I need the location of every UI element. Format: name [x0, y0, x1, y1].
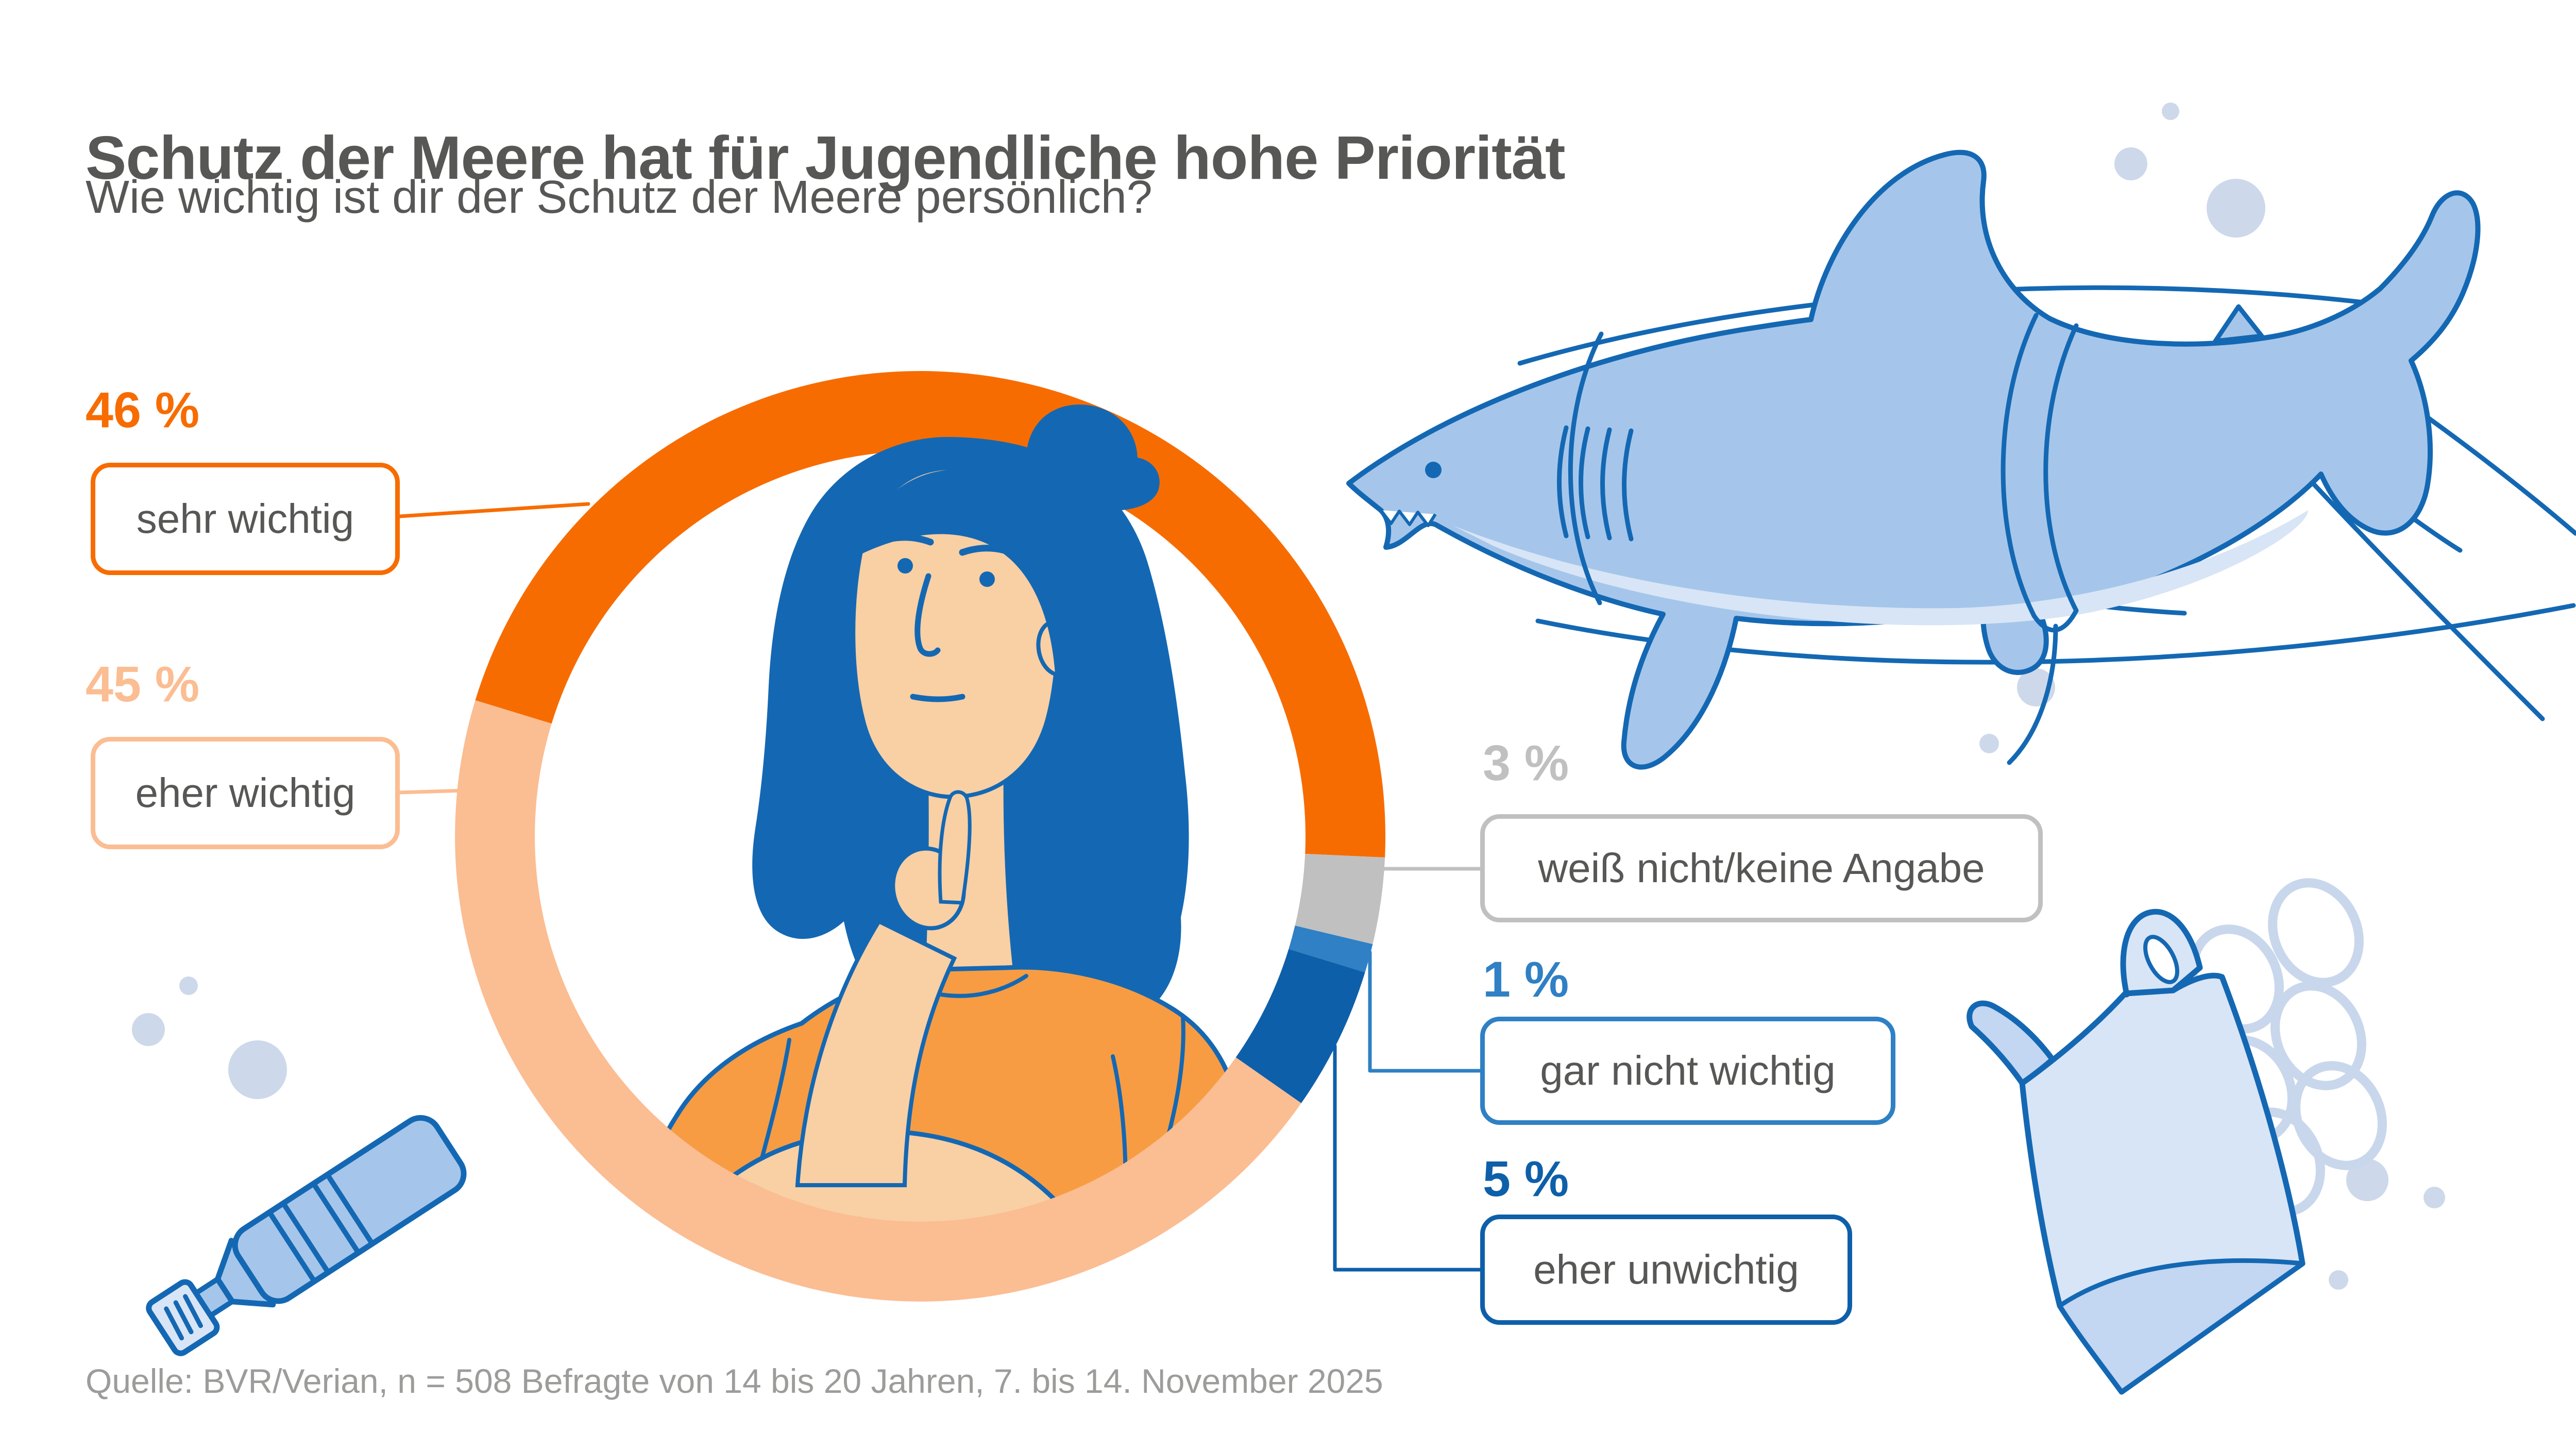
shark-belly — [1453, 510, 2308, 626]
bag-bottom-fold — [2057, 1258, 2305, 1394]
bag-handle-left — [1967, 1000, 2056, 1086]
donut-segment-3 — [1235, 949, 1365, 1103]
page-subtitle: Wie wichtig ist dir der Schutz der Meere… — [86, 172, 1153, 223]
shark-teeth — [1379, 509, 1437, 527]
shark-body — [1346, 149, 2481, 770]
percent-eher-unwichtig: 5 % — [1483, 1151, 1569, 1207]
leader-line-gar-nicht-wichtig — [1368, 950, 1482, 1073]
label-box-eher-wichtig: eher wichtig — [91, 737, 400, 849]
entangling-ropes — [1568, 313, 2079, 765]
raised-forearm — [795, 918, 957, 1187]
source-note: Quelle: BVR/Verian, n = 508 Befragte von… — [86, 1362, 1383, 1400]
bottle-grooves — [267, 1173, 375, 1283]
donut-segment-2 — [1289, 925, 1373, 972]
label-box-sehr-wichtig: sehr wichtig — [91, 463, 400, 575]
donut-segment-4 — [455, 700, 1301, 1302]
page-title: Schutz der Meere hat für Jugendliche hoh… — [86, 123, 1566, 192]
donut-chart — [455, 371, 1386, 1302]
shark-entangled-illustration — [1346, 149, 2576, 770]
label-box-eher-unwichtig: eher unwichtig — [1480, 1215, 1852, 1325]
leader-line-sehr-wichtig — [398, 502, 590, 518]
leader-line-eher-unwichtig — [1333, 1044, 1482, 1272]
air-bubbles — [132, 103, 2445, 1290]
donut-segment-0 — [475, 371, 1386, 857]
percent-eher-wichtig: 45 % — [86, 656, 200, 712]
hair-front — [856, 469, 1089, 752]
label-sehr-wichtig: sehr wichtig — [136, 496, 354, 542]
percent-weiss-nicht: 3 % — [1483, 735, 1569, 791]
donut-segment-1 — [1295, 853, 1385, 945]
shark-second-dorsal-fin — [2213, 304, 2264, 344]
label-box-weiss-nicht: weiß nicht/keine Angabe — [1480, 814, 2043, 922]
label-eher-unwichtig: eher unwichtig — [1533, 1246, 1799, 1292]
leader-line-eher-wichtig — [398, 788, 467, 795]
label-eher-wichtig: eher wichtig — [135, 770, 355, 816]
label-gar-nicht-wichtig: gar nicht wichtig — [1540, 1048, 1836, 1093]
index-finger — [938, 790, 972, 905]
label-weiss-nicht: weiß nicht/keine Angabe — [1538, 845, 1985, 891]
label-box-gar-nicht-wichtig: gar nicht wichtig — [1480, 1017, 1895, 1125]
plastic-bottle-illustration — [146, 1115, 467, 1356]
bottle-cap-ridges — [164, 1294, 203, 1341]
hair-bun — [1026, 405, 1160, 511]
plastic-bag-illustration — [1967, 878, 2387, 1395]
percent-sehr-wichtig: 46 % — [86, 382, 200, 438]
shark-eye — [1425, 462, 1442, 478]
percent-gar-nicht-wichtig: 1 % — [1483, 951, 1569, 1007]
bag-handle-hole — [2143, 935, 2179, 984]
shark-gills — [1557, 425, 1634, 542]
